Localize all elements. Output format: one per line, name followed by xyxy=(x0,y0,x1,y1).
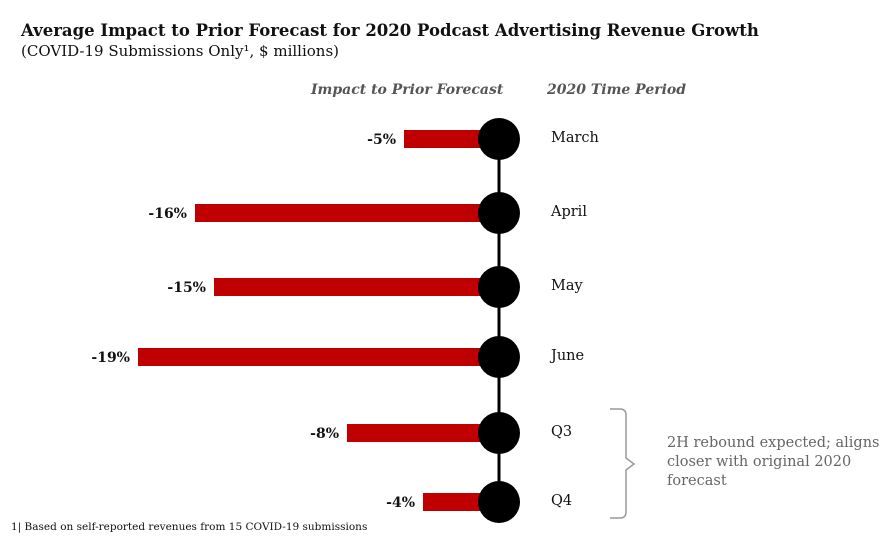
chart-title: Average Impact to Prior Forecast for 202… xyxy=(21,21,759,40)
period-label-q3: Q3 xyxy=(551,424,572,440)
marker-may xyxy=(478,266,520,308)
value-label-april: -16% xyxy=(148,206,187,222)
marker-march xyxy=(478,118,520,160)
value-label-june: -19% xyxy=(91,350,130,366)
bar-june xyxy=(138,348,499,366)
value-label-q3: -8% xyxy=(310,426,339,442)
bar-q3 xyxy=(347,424,499,442)
period-label-june: June xyxy=(549,348,584,364)
marker-q4 xyxy=(478,481,520,523)
bar-march xyxy=(404,130,499,148)
footnote: 1| Based on self-reported revenues from … xyxy=(11,521,368,533)
bar-may xyxy=(214,278,499,296)
period-label-march: March xyxy=(551,130,599,146)
value-label-may: -15% xyxy=(167,280,206,296)
bars-group: -5% March -16% April -15% May -19% June -8% Q3 -4%… xyxy=(91,118,599,523)
value-label-march: -5% xyxy=(367,132,396,148)
rebound-bracket xyxy=(610,408,636,519)
rebound-annotation: 2H rebound expected; aligns closer with … xyxy=(667,435,880,489)
chart-subtitle: (COVID-19 Submissions Only¹, $ millions) xyxy=(21,42,340,60)
period-label-q4: Q4 xyxy=(551,493,572,509)
period-column-header: 2020 Time Period xyxy=(547,82,687,98)
bar-april xyxy=(195,204,499,222)
marker-april xyxy=(478,192,520,234)
period-label-may: May xyxy=(551,278,583,294)
marker-june xyxy=(478,336,520,378)
marker-q3 xyxy=(478,412,520,454)
value-label-q4: -4% xyxy=(386,495,415,511)
period-label-april: April xyxy=(550,204,587,220)
impact-column-header: Impact to Prior Forecast xyxy=(311,82,504,98)
